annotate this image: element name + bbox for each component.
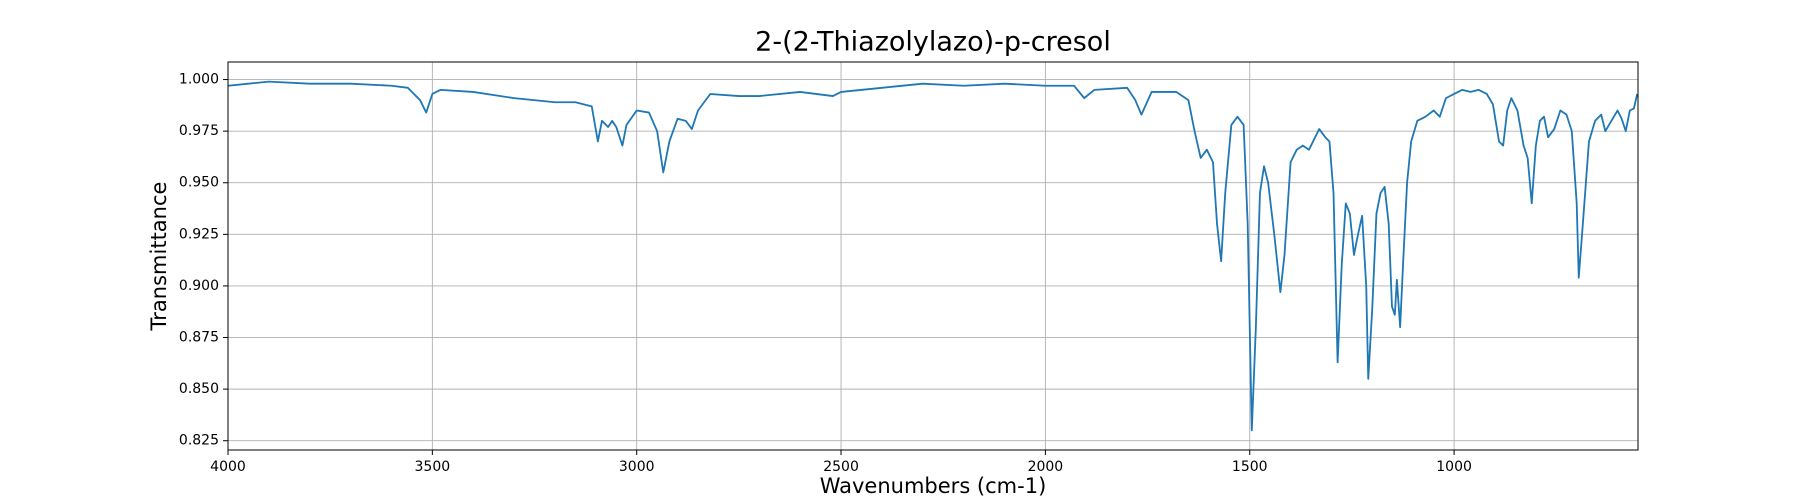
y-tick-label: 0.875 (179, 330, 219, 346)
y-tick-label: 0.850 (179, 381, 219, 397)
spectrum-line (227, 80, 1639, 432)
x-tick-label: 1000 (1436, 459, 1472, 475)
x-axis-label: Wavenumbers (cm-1) (820, 474, 1047, 498)
x-tick-label: 3000 (619, 459, 655, 475)
x-tick-label: 3500 (415, 459, 451, 475)
y-tick-label: 0.825 (179, 433, 219, 449)
x-tick-label: 2000 (1028, 459, 1064, 475)
y-tick-label: 1.000 (179, 72, 219, 88)
y-tick-label: 0.900 (179, 278, 219, 294)
plot-frame (227, 61, 1639, 451)
x-tick-label: 4000 (210, 459, 246, 475)
y-tick-label: 0.925 (179, 226, 219, 242)
x-tick-label: 2500 (823, 459, 859, 475)
y-axis-label: Transmittance (147, 182, 171, 332)
y-tick-label: 0.975 (179, 123, 219, 139)
chart-title: 2-(2-Thiazolylazo)-p-cresol (755, 27, 1111, 58)
x-tick-label: 1500 (1232, 459, 1268, 475)
y-tick-label: 0.950 (179, 175, 219, 191)
